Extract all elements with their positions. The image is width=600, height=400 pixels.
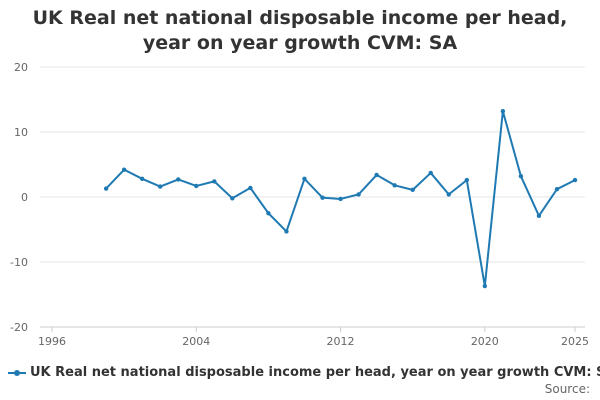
data-point[interactable] bbox=[121, 167, 127, 172]
data-point[interactable] bbox=[356, 192, 361, 197]
data-point[interactable] bbox=[446, 192, 451, 197]
x-tick-label: 2020 bbox=[471, 335, 499, 348]
x-tick-label: 2004 bbox=[182, 335, 210, 348]
y-tick-label: -20 bbox=[10, 321, 28, 334]
gridlines bbox=[40, 66, 585, 328]
data-point[interactable] bbox=[320, 195, 325, 200]
data-point[interactable] bbox=[500, 109, 506, 114]
data-point[interactable] bbox=[158, 184, 163, 189]
data-point[interactable] bbox=[103, 186, 109, 191]
legend[interactable]: UK Real net national disposable income p… bbox=[8, 365, 600, 380]
data-point[interactable] bbox=[266, 211, 271, 216]
source-label: Source: bbox=[544, 382, 590, 396]
data-point[interactable] bbox=[338, 196, 343, 202]
y-axis-tick-labels: 20 10 0 -10 -20 bbox=[10, 61, 28, 334]
data-point[interactable] bbox=[212, 179, 217, 184]
series-layer bbox=[103, 109, 578, 289]
y-tick-label: 0 bbox=[21, 191, 28, 204]
x-tick-label: 1996 bbox=[38, 335, 66, 348]
data-point[interactable] bbox=[230, 196, 235, 201]
data-point[interactable] bbox=[464, 177, 469, 183]
x-axis-tick-labels: 1996 2004 2012 2020 2025 bbox=[38, 335, 589, 348]
data-point[interactable] bbox=[248, 185, 253, 191]
data-point[interactable] bbox=[374, 172, 379, 178]
data-point[interactable] bbox=[518, 174, 524, 179]
data-point[interactable] bbox=[428, 170, 433, 176]
data-point[interactable] bbox=[536, 213, 542, 219]
data-point[interactable] bbox=[194, 183, 199, 189]
x-tick-label: 2012 bbox=[327, 335, 355, 348]
data-point[interactable] bbox=[176, 177, 181, 182]
data-point[interactable] bbox=[284, 229, 289, 234]
data-point[interactable] bbox=[482, 283, 488, 289]
legend-label: UK Real net national disposable income p… bbox=[30, 365, 600, 380]
legend-swatch-icon bbox=[8, 366, 26, 380]
x-tick-label: 2025 bbox=[561, 335, 589, 348]
data-point[interactable] bbox=[392, 183, 397, 188]
data-point[interactable] bbox=[410, 187, 415, 193]
y-tick-label: 20 bbox=[14, 61, 28, 74]
chart-title: UK Real net national disposable income p… bbox=[32, 7, 568, 54]
data-point[interactable] bbox=[554, 187, 560, 192]
data-point[interactable] bbox=[139, 176, 145, 181]
data-point[interactable] bbox=[572, 177, 578, 183]
y-tick-label: -10 bbox=[10, 256, 28, 269]
x-axis bbox=[40, 326, 585, 332]
y-tick-label: 10 bbox=[14, 126, 28, 139]
data-point[interactable] bbox=[302, 176, 307, 181]
